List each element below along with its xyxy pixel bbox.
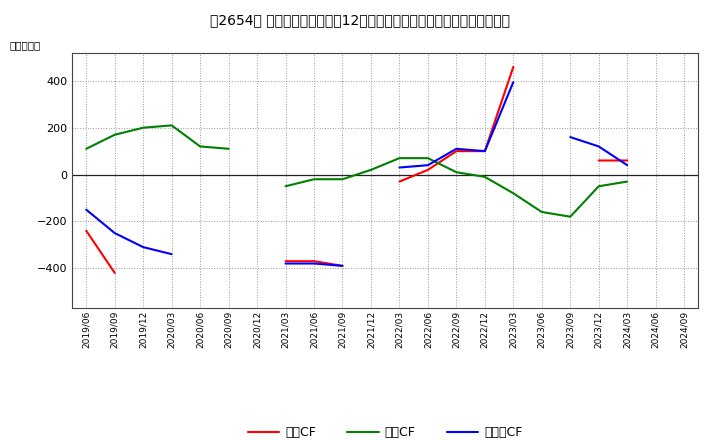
Line: 営業CF: 営業CF — [86, 67, 627, 292]
Line: 投資CF: 投資CF — [86, 125, 627, 216]
Legend: 営業CF, 投資CF, フリーCF: 営業CF, 投資CF, フリーCF — [243, 422, 528, 440]
投資CF — [139, 125, 148, 130]
投資CF — [452, 169, 461, 175]
投資CF — [338, 176, 347, 182]
投資CF — [423, 155, 432, 161]
営業CF — [452, 148, 461, 154]
投資CF — [196, 144, 204, 149]
フリーCF — [566, 135, 575, 140]
営業CF — [282, 259, 290, 264]
フリーCF — [110, 231, 119, 236]
営業CF — [395, 179, 404, 184]
営業CF — [480, 148, 489, 154]
投資CF — [366, 167, 375, 172]
フリーCF — [423, 162, 432, 168]
フリーCF — [395, 165, 404, 170]
Line: フリーCF: フリーCF — [86, 82, 627, 266]
Y-axis label: （百万円）: （百万円） — [9, 40, 40, 50]
投資CF — [225, 146, 233, 151]
営業CF — [509, 64, 518, 70]
フリーCF — [82, 207, 91, 213]
営業CF — [110, 270, 119, 275]
投資CF — [623, 179, 631, 184]
営業CF — [225, 153, 233, 158]
投資CF — [282, 183, 290, 189]
営業CF — [310, 259, 318, 264]
営業CF — [82, 228, 91, 233]
投資CF — [480, 174, 489, 180]
投資CF — [566, 214, 575, 219]
フリーCF — [225, 125, 233, 130]
投資CF — [395, 155, 404, 161]
フリーCF — [139, 245, 148, 250]
フリーCF — [623, 162, 631, 168]
フリーCF — [282, 261, 290, 266]
営業CF — [623, 158, 631, 163]
投資CF — [82, 146, 91, 151]
フリーCF — [452, 146, 461, 151]
フリーCF — [509, 80, 518, 85]
Text: ［2654］ キャッシュフローの12か月移動合計の対前年同期増減額の推移: ［2654］ キャッシュフローの12か月移動合計の対前年同期増減額の推移 — [210, 13, 510, 27]
フリーCF — [338, 263, 347, 268]
投資CF — [310, 176, 318, 182]
営業CF — [595, 158, 603, 163]
営業CF — [423, 167, 432, 172]
フリーCF — [595, 144, 603, 149]
投資CF — [167, 123, 176, 128]
フリーCF — [480, 148, 489, 154]
フリーCF — [167, 252, 176, 257]
投資CF — [595, 183, 603, 189]
フリーCF — [310, 261, 318, 266]
投資CF — [537, 209, 546, 215]
投資CF — [509, 191, 518, 196]
投資CF — [110, 132, 119, 137]
営業CF — [167, 289, 176, 294]
営業CF — [338, 263, 347, 268]
